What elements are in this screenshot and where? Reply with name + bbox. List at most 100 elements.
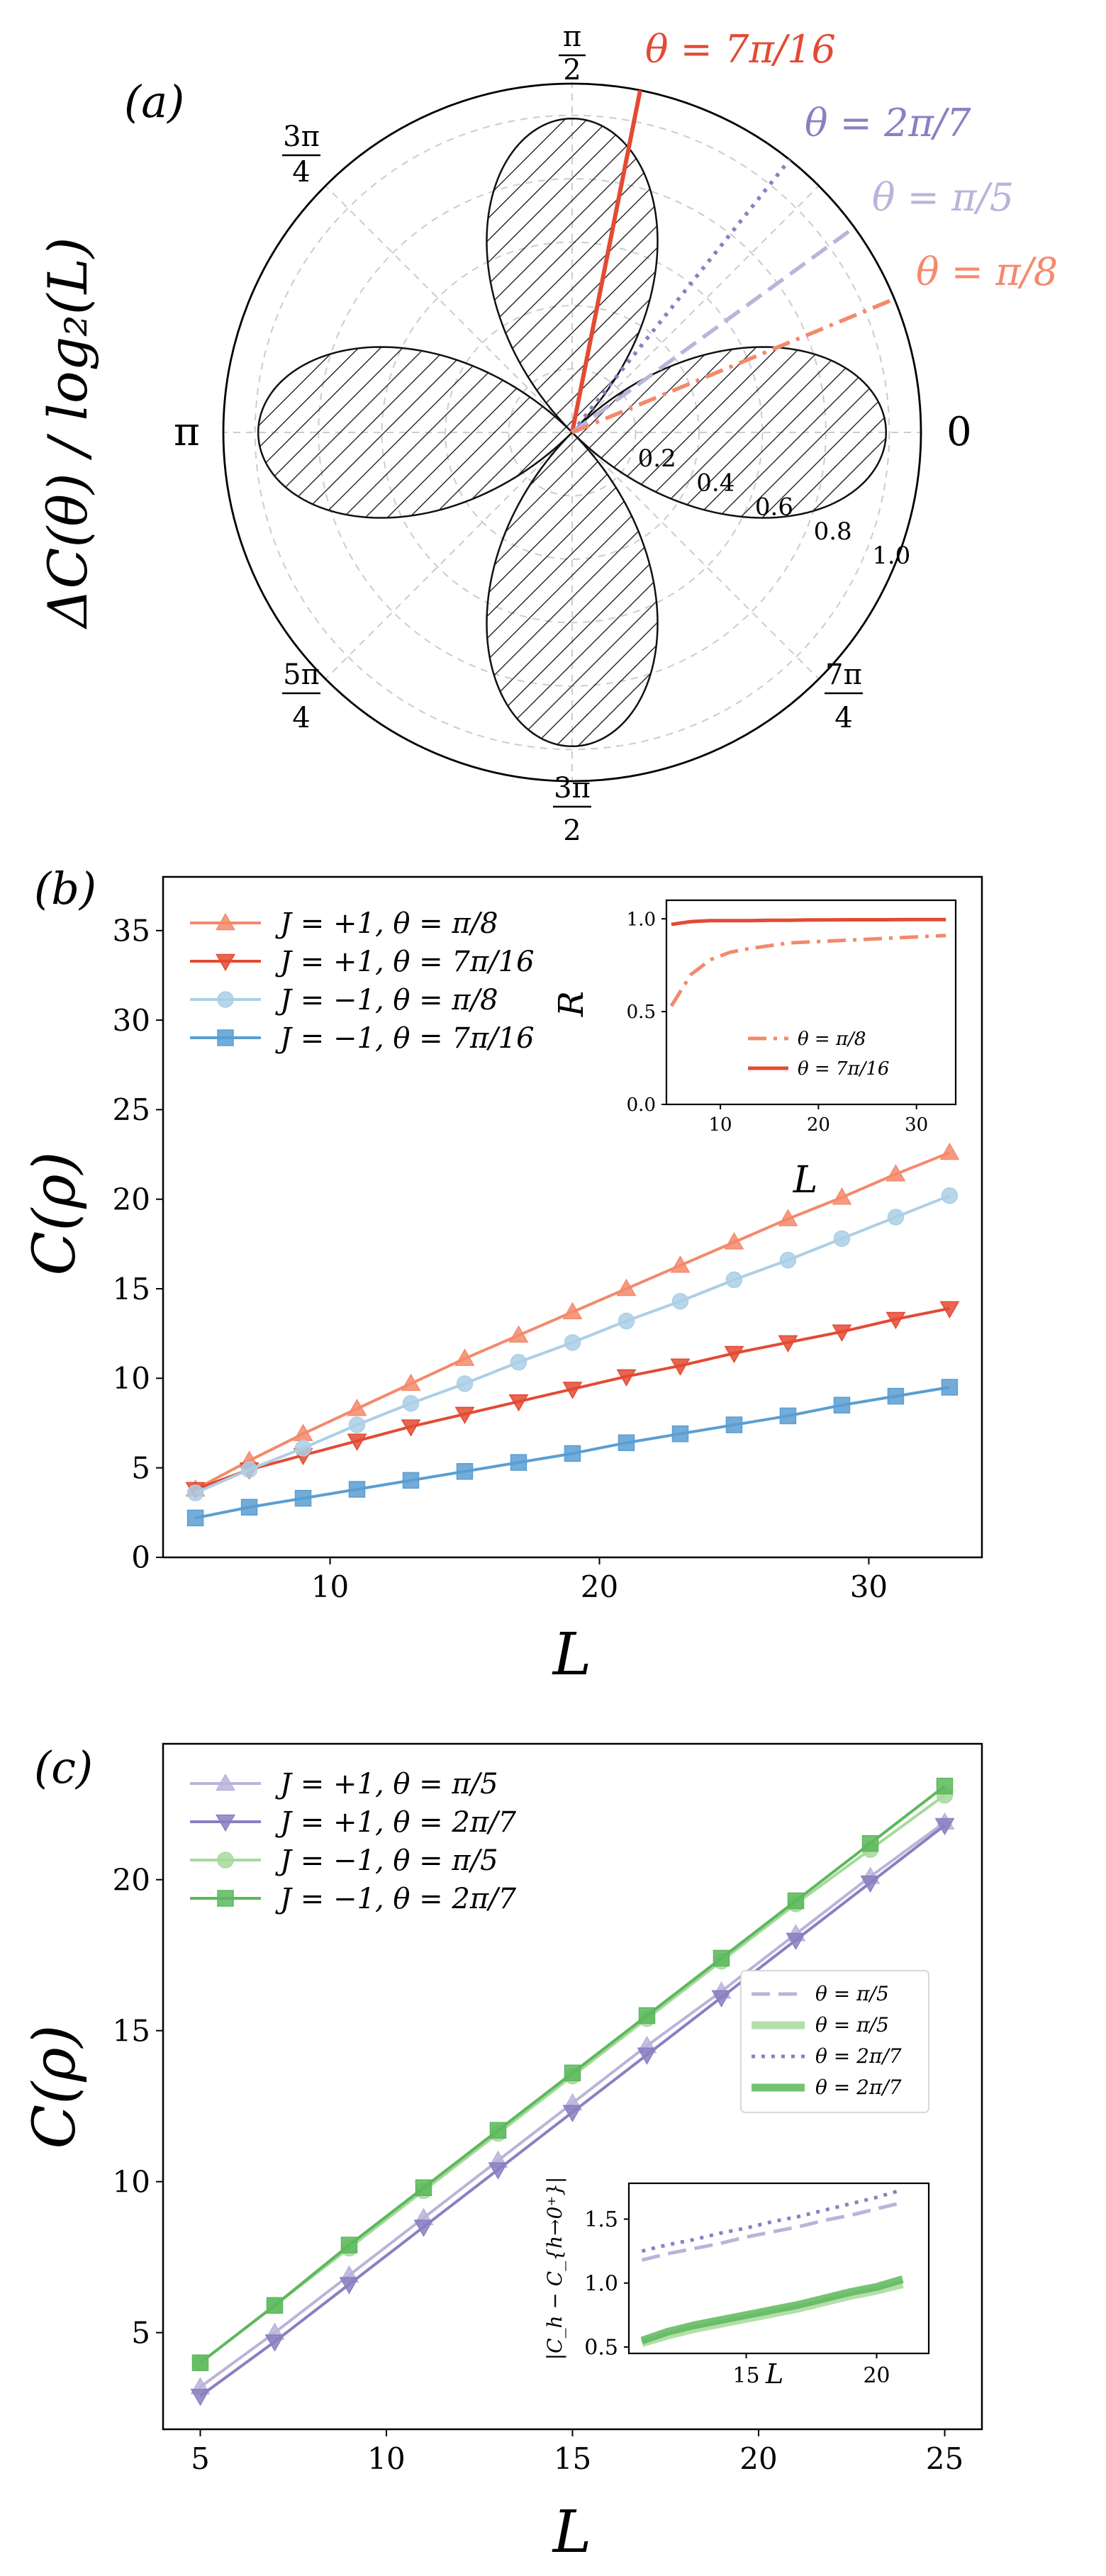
c-plot-point-1 xyxy=(786,1932,806,1951)
svg-text:5π: 5π xyxy=(283,659,320,691)
b-plot-point-1 xyxy=(401,1419,421,1437)
b-plot-point-2 xyxy=(348,1416,366,1433)
ci-plot-series-line-0 xyxy=(641,2200,903,2262)
c-plot-point-3 xyxy=(266,2297,284,2314)
panel-b-inset-legend-marks xyxy=(748,1036,788,1070)
b-plot-point-3 xyxy=(348,1481,366,1498)
svg-text:4: 4 xyxy=(292,156,310,189)
bi-plot-series-line-0 xyxy=(669,934,946,1007)
c-plot-point-3 xyxy=(415,2179,432,2196)
polar-radial-tick-label: 0.2 xyxy=(638,444,676,473)
angle-label-3pi-quarter: 3π 4 xyxy=(282,121,320,189)
b-plot-point-3 xyxy=(725,1416,743,1433)
b-plot-point-0 xyxy=(347,1399,367,1416)
b-plot-ytick-label: 25 xyxy=(113,1092,150,1127)
b-plot-point-0 xyxy=(939,1142,960,1160)
panel-b-inset-frame xyxy=(665,899,957,1106)
svg-text:4: 4 xyxy=(292,702,310,734)
b-plot-point-2 xyxy=(402,1394,420,1412)
b-legend-marks-marker-0 xyxy=(216,912,235,931)
c-plot-point-1 xyxy=(711,1990,732,2007)
b-plot-point-0 xyxy=(886,1164,906,1182)
c-plot-point-1 xyxy=(339,2277,359,2295)
legend-b-3: J = −1, θ = 7π/16 xyxy=(275,1022,535,1055)
panel-c-inset: 15 20 0.5 1.0 1.5 |C_h − C_{h→0⁺}| L θ = π/5… xyxy=(543,1970,930,2390)
b-legend-marks-marker-1 xyxy=(216,953,235,972)
ci-plot-series-line-2 xyxy=(641,2188,903,2253)
panel-c-inset-ylabel: |C_h − C_{h→0⁺}| xyxy=(543,2177,566,2361)
svg-text:4: 4 xyxy=(834,702,852,734)
bi-plot-xtick-label: 30 xyxy=(905,1114,928,1136)
b-plot-point-3 xyxy=(564,1445,581,1462)
panel-b: (b) 10 20 30 0 5 10 15 20 25 30 35 L C(ρ) J = +1, … xyxy=(21,863,983,1689)
bi-plot-xtick-label: 10 xyxy=(709,1114,732,1136)
panel-b-inset-ylabel: R xyxy=(552,991,591,1017)
ray-label-2pi7: θ = 2π/7 xyxy=(805,101,971,145)
ray-label-pi5: θ = π/5 xyxy=(872,175,1014,220)
panel-b-inset: 10 20 30 0.0 0.5 1.0 R L θ = π/8 θ = 7π/16 xyxy=(552,899,957,1202)
polar-radial-tick-label: 0.6 xyxy=(755,493,793,522)
b-plot-point-3 xyxy=(941,1379,959,1396)
b-plot-point-3 xyxy=(510,1454,527,1471)
polar-radial-tick-label: 0.4 xyxy=(696,469,734,497)
c-plot-point-3 xyxy=(191,2354,209,2372)
inset-c-legend-1: θ = π/5 xyxy=(815,2013,889,2037)
svg-text:2: 2 xyxy=(563,54,581,86)
b-plot-point-1 xyxy=(939,1301,960,1319)
b-plot-point-0 xyxy=(401,1373,421,1391)
c-plot-ytick-label: 5 xyxy=(131,2315,150,2350)
b-plot-ytick-label: 10 xyxy=(113,1361,150,1396)
b-plot-point-2 xyxy=(671,1292,689,1310)
b-plot-xtick-label: 30 xyxy=(850,1569,888,1604)
ray-label-7pi16: θ = 7π/16 xyxy=(645,27,836,72)
angle-label-pi-half: π 2 xyxy=(559,21,586,86)
b-plot-point-2 xyxy=(725,1271,743,1289)
b-plot-point-1 xyxy=(778,1335,798,1353)
b-plot-point-1 xyxy=(508,1394,529,1412)
b-plot-point-0 xyxy=(670,1255,691,1273)
svg-text:3π: 3π xyxy=(554,772,591,805)
b-plot-point-0 xyxy=(562,1301,583,1320)
c-plot-point-1 xyxy=(264,2334,285,2352)
ci-plot-xtick-label: 15 xyxy=(732,2363,759,2388)
polar-grid-spoke-1 xyxy=(571,185,820,433)
c-plot-xtick-label: 5 xyxy=(191,2441,210,2476)
b-plot-point-1 xyxy=(347,1433,367,1451)
b-plot-point-1 xyxy=(616,1369,637,1387)
polar-ray-3 xyxy=(571,297,895,435)
b-plot-point-0 xyxy=(616,1278,637,1297)
b-plot-point-1 xyxy=(724,1345,744,1364)
b-plot-point-3 xyxy=(186,1509,204,1527)
bi-plot-ytick-label: 0.0 xyxy=(627,1094,656,1116)
panel-b-inset-plot: 10 20 30 0.0 0.5 1.0 xyxy=(627,909,946,1136)
bi-plot-series-line-1 xyxy=(671,917,946,926)
panel-c-frame xyxy=(162,1742,983,2431)
ci-plot-xtick-label: 20 xyxy=(863,2363,890,2388)
c-legend-marks-marker-2 xyxy=(217,1852,234,1869)
c-plot-point-1 xyxy=(190,2388,211,2407)
b-plot-ytick-label: 5 xyxy=(131,1450,150,1485)
panel-b-inset-xlabel: L xyxy=(793,1159,818,1202)
polar-rays xyxy=(570,89,895,435)
panel-a-label: (a) xyxy=(124,76,184,128)
panel-c: (c) 5 10 15 20 25 5 10 15 20 L C(ρ) J = +1, θ = … xyxy=(21,1742,983,2566)
b-plot-ytick-label: 30 xyxy=(113,1003,150,1038)
c-plot-point-1 xyxy=(413,2219,434,2237)
panel-a: (a) 0.2 0.4 0.6 0.8 1.0 0 π π 2 3π 4 5π 4 3π xyxy=(36,21,1058,847)
b-plot-point-0 xyxy=(454,1348,475,1366)
c-plot-point-1 xyxy=(934,1818,955,1836)
angle-label-0: 0 xyxy=(946,409,972,455)
c-plot-xtick-label: 10 xyxy=(367,2441,405,2476)
c-legend-marks-marker-3 xyxy=(217,1890,234,1907)
c-plot-ytick-label: 15 xyxy=(113,2013,150,2048)
b-plot-ytick-label: 20 xyxy=(113,1182,150,1216)
b-plot-point-2 xyxy=(618,1312,635,1330)
b-legend-marks-marker-2 xyxy=(217,991,234,1008)
c-plot-xtick-label: 20 xyxy=(739,2441,777,2476)
c-plot-point-3 xyxy=(638,2007,656,2025)
panel-b-ylabel: C(ρ) xyxy=(21,1152,89,1276)
polar-lobes xyxy=(257,117,888,748)
ci-plot-ytick-label: 0.5 xyxy=(584,2335,618,2360)
inset-c-legend-3: θ = 2π/7 xyxy=(815,2076,902,2099)
b-plot-point-3 xyxy=(402,1472,420,1489)
